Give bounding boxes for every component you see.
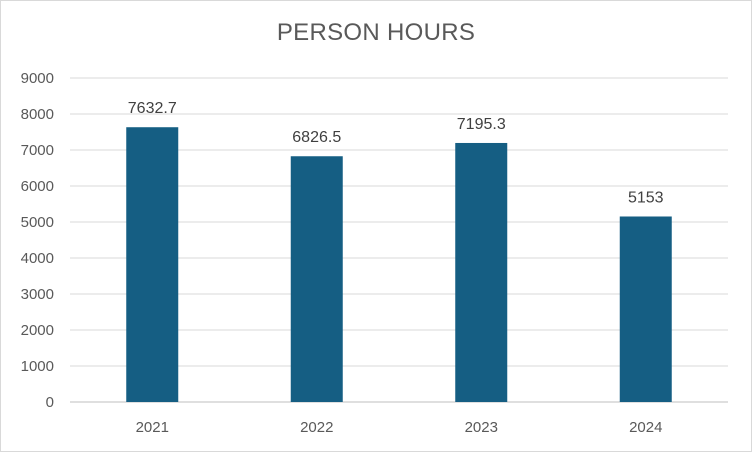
data-label: 7195.3 (457, 116, 506, 133)
x-tick-label: 2022 (300, 419, 333, 436)
y-tick-label: 6000 (21, 178, 54, 195)
y-tick-label: 7000 (21, 142, 54, 159)
data-label: 7632.7 (128, 100, 177, 117)
y-tick-label: 3000 (21, 286, 54, 303)
x-tick-label: 2021 (136, 419, 169, 436)
y-tick-label: 5000 (21, 214, 54, 231)
bar-2021 (126, 127, 179, 402)
bar-2024 (619, 216, 672, 402)
x-tick-label: 2024 (629, 419, 662, 436)
x-tick-label: 2023 (465, 419, 498, 436)
y-tick-label: 9000 (21, 70, 54, 87)
data-label: 5153 (628, 189, 664, 206)
y-tick-label: 4000 (21, 250, 54, 267)
y-tick-label: 1000 (21, 358, 54, 375)
y-tick-label: 8000 (21, 106, 54, 123)
y-tick-label: 2000 (21, 322, 54, 339)
chart-title: PERSON HOURS (276, 19, 476, 46)
bar-2022 (290, 156, 343, 402)
bar-2023 (455, 142, 508, 403)
data-label: 6826.5 (292, 129, 341, 146)
y-tick-label: 0 (46, 394, 54, 411)
